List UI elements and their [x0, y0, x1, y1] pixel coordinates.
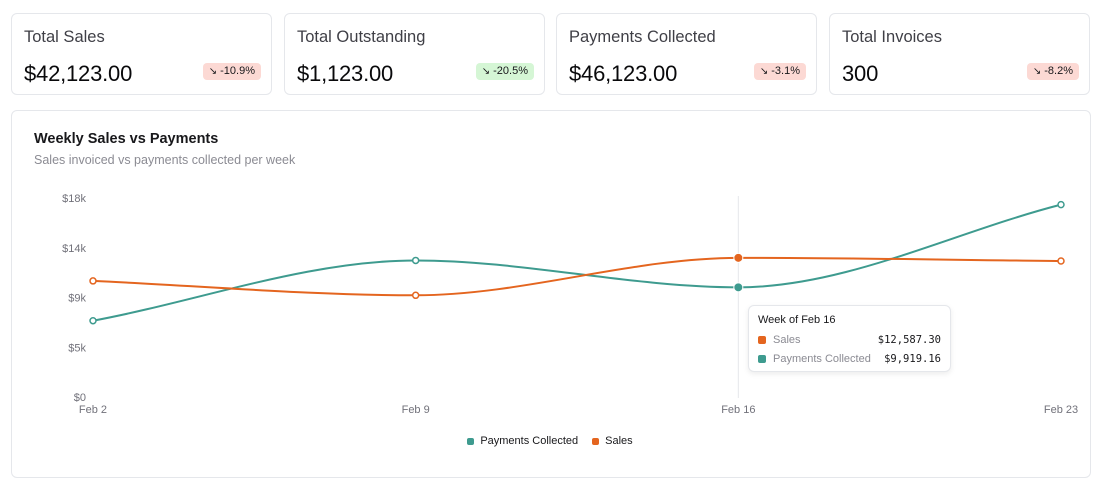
trend-down-icon: ↘: [481, 66, 491, 77]
legend-label: Sales: [605, 435, 633, 447]
data-point-sales: [1057, 257, 1065, 265]
chart-tooltip: Week of Feb 16 Sales $12,587.30 Payments…: [748, 305, 951, 372]
y-tick-label: $14k: [62, 243, 86, 255]
kpi-title: Total Sales: [24, 28, 105, 46]
change-value: -3.1%: [771, 65, 800, 77]
change-value: -20.5%: [493, 65, 528, 77]
data-point-payments-collected: [411, 256, 420, 265]
kpi-card-total-sales[interactable]: Total Sales $42,123.00 ↘ -10.9%: [11, 13, 272, 95]
chart-subtitle: Sales invoiced vs payments collected per…: [34, 153, 296, 167]
x-tick-label: Feb 23: [1044, 404, 1078, 416]
change-value: -8.2%: [1044, 65, 1073, 77]
y-tick-label: $9k: [68, 293, 86, 305]
kpi-title: Payments Collected: [569, 28, 716, 46]
legend-item-sales[interactable]: Sales: [592, 435, 633, 447]
tooltip-label: Payments Collected: [773, 353, 871, 365]
tooltip-row-sales: Sales $12,587.30: [758, 333, 941, 347]
kpi-value: 300: [842, 61, 879, 86]
change-badge: ↘ -8.2%: [1026, 63, 1079, 80]
data-point-payments-collected: [89, 316, 97, 325]
tooltip-value: $9,919.16: [884, 353, 941, 365]
y-tick-label: $5k: [68, 342, 86, 354]
tooltip-label: Sales: [773, 334, 801, 346]
active-point-payments-collected: [733, 282, 744, 293]
data-point-sales: [89, 277, 97, 285]
legend-item-payments[interactable]: Payments Collected: [467, 435, 578, 447]
kpi-title: Total Invoices: [842, 28, 942, 46]
change-badge: ↘ -10.9%: [202, 63, 261, 80]
kpi-title: Total Outstanding: [297, 28, 426, 46]
payments-swatch-icon: [467, 437, 475, 445]
sales-swatch-icon: [758, 336, 766, 344]
trend-down-icon: ↘: [1032, 66, 1042, 77]
x-tick-label: Feb 9: [402, 404, 430, 416]
tooltip-title: Week of Feb 16: [758, 314, 836, 326]
kpi-value: $42,123.00: [24, 61, 133, 86]
kpi-card-total-invoices[interactable]: Total Invoices 300 ↘ -8.2%: [829, 13, 1090, 95]
payments-swatch-icon: [758, 355, 766, 363]
tooltip-value: $12,587.30: [877, 334, 941, 346]
kpi-card-total-outstanding[interactable]: Total Outstanding $1,123.00 ↘ -20.5%: [284, 13, 545, 95]
kpi-card-payments-collected[interactable]: Payments Collected $46,123.00 ↘ -3.1%: [556, 13, 817, 95]
series-line-sales: [92, 256, 1062, 297]
kpi-value: $46,123.00: [569, 61, 678, 86]
trend-down-icon: ↘: [208, 66, 218, 77]
active-point-sales: [733, 252, 744, 263]
chart-title: Weekly Sales vs Payments: [34, 131, 219, 147]
chart-card: Weekly Sales vs Payments Sales invoiced …: [11, 110, 1091, 478]
data-point-payments-collected: [1057, 200, 1065, 209]
series-line-payments-collected: [92, 203, 1062, 322]
legend-label: Payments Collected: [480, 435, 579, 447]
x-tick-label: Feb 16: [721, 404, 755, 416]
change-badge: ↘ -3.1%: [753, 63, 806, 80]
y-tick-label: $0: [74, 392, 86, 404]
y-tick-label: $18k: [62, 193, 86, 205]
tooltip-row-payments: Payments Collected $9,919.16: [758, 352, 941, 366]
chart-legend: Payments Collected Sales: [0, 435, 1100, 447]
kpi-value: $1,123.00: [297, 61, 394, 86]
trend-down-icon: ↘: [759, 66, 769, 77]
change-badge: ↘ -20.5%: [475, 63, 534, 80]
x-tick-label: Feb 2: [79, 404, 107, 416]
sales-swatch-icon: [592, 437, 600, 445]
change-value: -10.9%: [220, 65, 255, 77]
data-point-sales: [411, 291, 420, 300]
